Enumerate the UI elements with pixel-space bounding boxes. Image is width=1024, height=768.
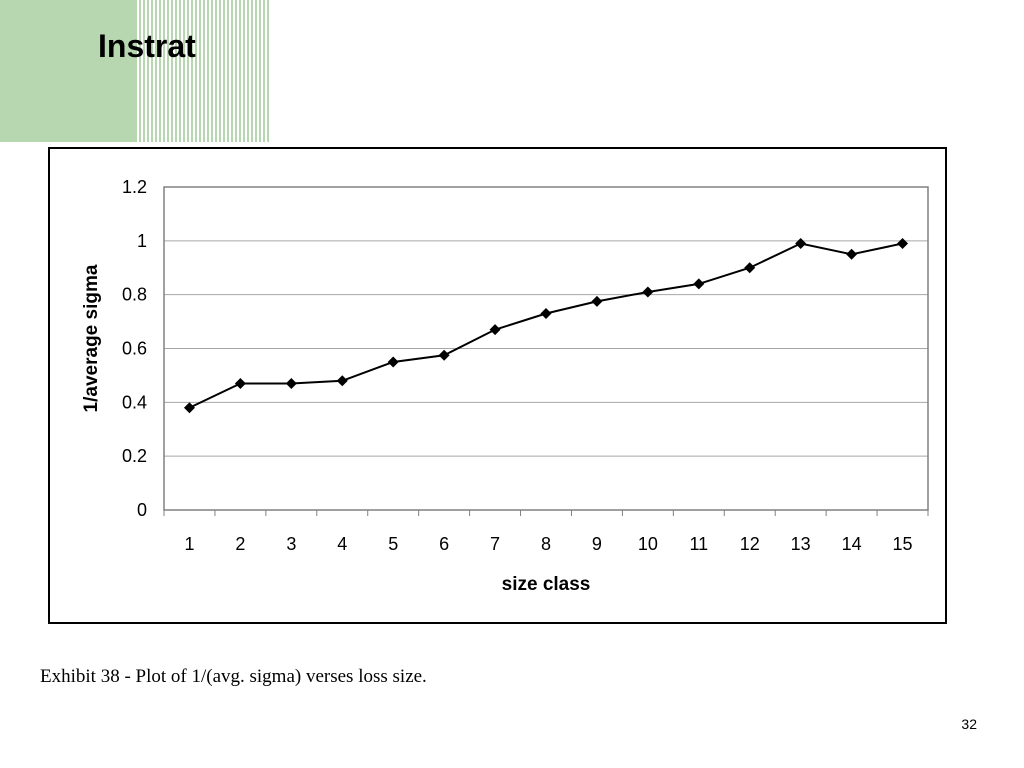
- data-point: [642, 286, 654, 298]
- x-tick-label: 15: [893, 534, 913, 554]
- decorative-green-block: [0, 0, 135, 142]
- line-chart: 00.20.40.60.811.21 2 3 4 5 6 7 8 9 10 11 12 13 14 15si…: [81, 177, 929, 595]
- x-tick-label: 7: [490, 534, 500, 554]
- y-tick-label: 0.2: [122, 446, 147, 466]
- slide-title: Instrat: [98, 28, 196, 64]
- x-tick-label: 5: [388, 534, 398, 554]
- x-tick-label: 2: [235, 534, 245, 554]
- y-tick-label: 1.2: [122, 177, 147, 197]
- x-tick-label: 11: [689, 534, 708, 554]
- data-point: [693, 278, 705, 290]
- data-point: [183, 402, 195, 414]
- data-point: [285, 377, 297, 389]
- data-point: [744, 262, 756, 274]
- data-point: [387, 356, 399, 368]
- x-tick-label: 9: [592, 534, 602, 554]
- x-tick-label: 6: [439, 534, 449, 554]
- x-axis-title: size class: [502, 574, 591, 595]
- x-tick-label: 3: [286, 534, 296, 554]
- data-point: [336, 375, 348, 387]
- x-tick-label: 10: [638, 534, 658, 554]
- x-tick-label: 13: [791, 534, 811, 554]
- data-point: [438, 349, 450, 361]
- y-tick-label: 0.8: [122, 285, 147, 305]
- data-point: [540, 308, 552, 320]
- data-point: [846, 248, 858, 260]
- x-tick-label: 14: [842, 534, 862, 554]
- plot-area-border: [163, 186, 929, 511]
- y-tick-label: 0: [137, 500, 147, 520]
- data-point: [489, 324, 501, 336]
- exhibit-caption: Exhibit 38 - Plot of 1/(avg. sigma) vers…: [40, 666, 427, 687]
- y-axis-title: 1/average sigma: [81, 264, 102, 412]
- x-tick-label: 8: [541, 534, 551, 554]
- decorative-green-stripes: [135, 0, 270, 142]
- y-tick-label: 1: [137, 231, 147, 251]
- data-point: [234, 377, 246, 389]
- chart-frame: 0 0.2 0.4 0.6 0.8 1 1.2 1 2 3 4 5 6 7 8 9 10 11 12 13 14 15 si…: [48, 147, 947, 624]
- x-tick-label: 12: [740, 534, 760, 554]
- page-number: 32: [961, 716, 977, 732]
- data-point: [897, 238, 909, 250]
- y-tick-label: 0.4: [122, 392, 147, 412]
- data-point: [591, 295, 603, 307]
- y-tick-label: 0.6: [122, 339, 147, 359]
- x-tick-label: 4: [337, 534, 347, 554]
- x-tick-label: 1: [184, 534, 194, 554]
- data-point: [795, 238, 807, 250]
